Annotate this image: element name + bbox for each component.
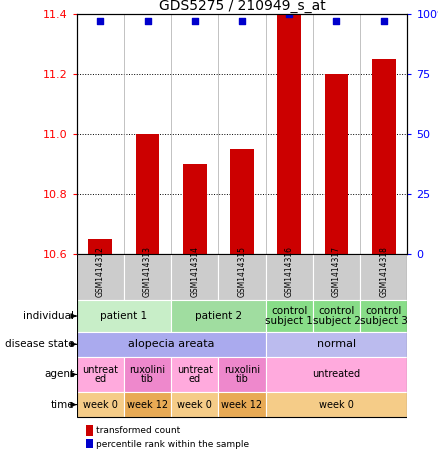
Bar: [360, 300, 407, 332]
Text: alopecia areata: alopecia areata: [128, 339, 214, 349]
Bar: [171, 300, 265, 332]
Point: [286, 10, 293, 17]
Bar: [124, 357, 171, 392]
Bar: [86, 439, 93, 450]
Bar: [136, 134, 159, 254]
Bar: [360, 254, 407, 300]
Text: patient 2: patient 2: [195, 311, 242, 321]
Bar: [265, 392, 407, 417]
Text: week 0: week 0: [177, 400, 212, 410]
Text: agent: agent: [44, 370, 74, 380]
Bar: [171, 392, 219, 417]
Bar: [230, 149, 254, 254]
Point: [238, 17, 245, 24]
Text: individual: individual: [23, 311, 74, 321]
Text: ruxolini
tib: ruxolini tib: [224, 365, 260, 384]
Bar: [124, 254, 171, 300]
Text: GSM1414312: GSM1414312: [96, 246, 105, 297]
Bar: [124, 392, 171, 417]
Text: GSM1414318: GSM1414318: [379, 246, 388, 297]
Text: GSM1414316: GSM1414316: [285, 246, 294, 297]
Text: disease state: disease state: [5, 339, 74, 349]
Bar: [77, 332, 265, 357]
Text: week 0: week 0: [83, 400, 118, 410]
Text: untreat
ed: untreat ed: [177, 365, 213, 384]
Text: week 12: week 12: [127, 400, 168, 410]
Bar: [265, 300, 313, 332]
Point: [191, 17, 198, 24]
Bar: [372, 58, 396, 254]
Point: [97, 17, 104, 24]
Bar: [219, 392, 265, 417]
Bar: [219, 357, 265, 392]
Bar: [325, 73, 348, 254]
Title: GDS5275 / 210949_s_at: GDS5275 / 210949_s_at: [159, 0, 325, 13]
Bar: [265, 357, 407, 392]
Bar: [77, 300, 171, 332]
Text: patient 1: patient 1: [100, 311, 148, 321]
Bar: [88, 239, 112, 254]
Point: [333, 17, 340, 24]
Bar: [77, 357, 124, 392]
Text: transformed count: transformed count: [95, 426, 180, 435]
Bar: [171, 357, 219, 392]
Point: [144, 17, 151, 24]
Text: ruxolini
tib: ruxolini tib: [130, 365, 166, 384]
Text: normal: normal: [317, 339, 356, 349]
Text: GSM1414317: GSM1414317: [332, 246, 341, 297]
Text: GSM1414313: GSM1414313: [143, 246, 152, 297]
Bar: [265, 254, 313, 300]
Text: control
subject 1: control subject 1: [265, 306, 313, 326]
Text: week 0: week 0: [319, 400, 354, 410]
Point: [380, 17, 387, 24]
Bar: [265, 332, 407, 357]
Bar: [171, 254, 219, 300]
Bar: [77, 392, 124, 417]
Bar: [219, 254, 265, 300]
Bar: [183, 164, 207, 254]
Bar: [86, 425, 93, 436]
Text: control
subject 2: control subject 2: [313, 306, 360, 326]
Text: GSM1414315: GSM1414315: [237, 246, 247, 297]
Text: week 12: week 12: [222, 400, 262, 410]
Bar: [77, 254, 407, 417]
Bar: [313, 254, 360, 300]
Text: untreated: untreated: [312, 370, 360, 380]
Text: untreat
ed: untreat ed: [82, 365, 118, 384]
Bar: [277, 14, 301, 254]
Text: control
subject 3: control subject 3: [360, 306, 408, 326]
Bar: [313, 300, 360, 332]
Text: percentile rank within the sample: percentile rank within the sample: [95, 440, 249, 449]
Bar: [77, 254, 124, 300]
Text: GSM1414314: GSM1414314: [190, 246, 199, 297]
Text: time: time: [51, 400, 74, 410]
